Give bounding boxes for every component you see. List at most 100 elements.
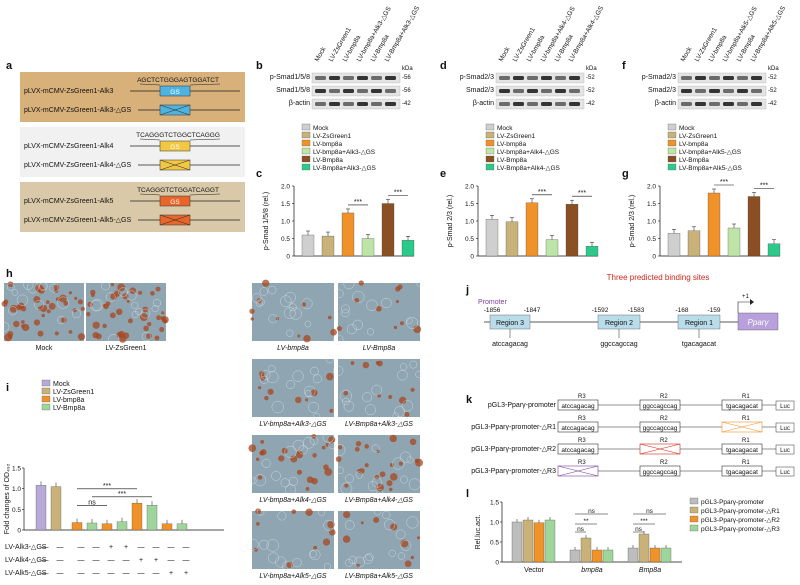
gs-box <box>159 85 191 97</box>
blot-band <box>315 76 326 80</box>
bar <box>544 519 556 563</box>
cell-outline <box>108 333 120 346</box>
reporter-construct-label: pGL3-Pparγ-promoter-△R1 <box>471 424 556 431</box>
legend-swatch <box>301 163 311 171</box>
lipid-droplet <box>305 398 309 402</box>
bar <box>485 219 499 257</box>
micrograph <box>338 359 420 417</box>
coordinate-label: -1847 <box>524 307 541 314</box>
lipid-droplet <box>389 473 398 481</box>
legend-entry: Mock <box>53 381 70 388</box>
lipid-droplet <box>390 523 398 531</box>
bar <box>525 202 539 257</box>
legend-entry: LV-bmp8a <box>53 397 84 404</box>
cell-outline <box>267 285 277 295</box>
legend-entry: Mock <box>313 125 329 132</box>
y-axis-label: p-Smad 2/3 (rel.) <box>629 195 636 248</box>
legend-swatch <box>41 387 51 395</box>
region-tag: R2 <box>660 438 668 444</box>
cell-outline <box>271 400 285 414</box>
lipid-droplet <box>156 315 162 321</box>
site-sequence: tgacagacat <box>726 403 758 410</box>
legend-entry: pGL3-Pparγ-promoter <box>701 499 765 506</box>
bar <box>341 212 355 257</box>
cell-outline <box>57 316 66 325</box>
lipid-droplet <box>397 284 403 290</box>
zoom-line <box>189 83 221 86</box>
cell-outline <box>266 539 279 552</box>
lipid-droplet <box>109 312 116 319</box>
coordinate-label: -168 <box>675 307 688 314</box>
region-tag: R2 <box>660 460 668 466</box>
cell-outline <box>352 290 365 304</box>
bar <box>533 522 545 563</box>
lipid-droplet <box>267 388 274 395</box>
region-tag: R1 <box>742 416 750 422</box>
cell-outline <box>348 555 357 565</box>
region-tag: R3 <box>578 460 586 466</box>
lipid-droplet <box>290 455 298 463</box>
treatment-sign: — <box>153 544 160 551</box>
lipid-droplet <box>336 326 342 332</box>
micrograph-label: Mock <box>36 345 53 352</box>
cell-outline <box>283 307 296 319</box>
lipid-droplet <box>60 317 67 324</box>
lipid-droplet <box>86 311 91 317</box>
mutant-construct-label: pLVX-mCMV-ZsGreen1-Alk5-△GS <box>24 217 131 224</box>
micrograph-label: LV-bmp8a+Alk3-△GS <box>259 421 327 428</box>
blot-band <box>513 102 524 106</box>
blot-band <box>709 76 720 80</box>
cell-outline <box>373 507 382 516</box>
lipid-droplet <box>74 296 78 300</box>
y-tick-label: 1.0 <box>490 520 499 527</box>
blot-band <box>723 102 734 106</box>
gene-box <box>737 312 779 331</box>
region-tag: R1 <box>742 394 750 400</box>
region-site-box <box>639 399 681 411</box>
lipid-droplet <box>409 438 417 446</box>
cell-outline <box>140 308 151 319</box>
lipid-droplet <box>20 320 25 324</box>
x-category-label: bmp8a <box>581 567 603 574</box>
lipid-droplet <box>146 333 152 339</box>
panel-label-f: f <box>622 60 626 72</box>
legend-swatch <box>485 163 495 171</box>
lipid-droplet <box>1 300 8 307</box>
blot-band <box>329 102 340 106</box>
lipid-droplet <box>389 434 397 443</box>
luc-box <box>775 422 795 433</box>
bar <box>101 523 113 531</box>
cell-outline <box>16 294 29 306</box>
lipid-droplet <box>150 290 155 296</box>
legend-entry: Mock <box>679 125 695 132</box>
bar <box>747 196 761 257</box>
luc-label: Luc <box>780 404 790 410</box>
cell-outline <box>333 365 344 376</box>
lipid-droplet <box>154 335 160 341</box>
cell-outline <box>261 458 271 468</box>
lipid-droplet <box>115 308 123 316</box>
cell-outline <box>251 293 262 303</box>
lipid-droplet <box>77 299 84 305</box>
treatment-sign: — <box>42 544 49 551</box>
cell-outline <box>284 291 296 304</box>
blot-row-label: Smad2/3 <box>466 87 494 94</box>
cell-outline <box>341 309 350 318</box>
cell-outline <box>57 296 70 309</box>
zoom-line <box>139 138 161 141</box>
bar <box>146 505 158 531</box>
y-axis-label: Fold changes of OD₄₉₂ <box>4 463 11 534</box>
tss-arrow <box>737 301 752 313</box>
cell-outline <box>323 563 331 571</box>
cell-outline <box>395 529 406 540</box>
blot-band <box>541 102 552 106</box>
cell-outline <box>399 451 412 463</box>
site-sequence: atccagacag <box>561 425 595 432</box>
lipid-droplet <box>375 361 380 365</box>
treatment-sign: — <box>93 557 100 564</box>
cell-outline <box>308 550 317 558</box>
legend-entry: LV-ZsGreen1 <box>679 133 718 140</box>
significance-mark: ns <box>588 508 596 515</box>
site-sequence: ggccagccag <box>643 403 678 410</box>
treatment-sign: — <box>123 570 130 577</box>
